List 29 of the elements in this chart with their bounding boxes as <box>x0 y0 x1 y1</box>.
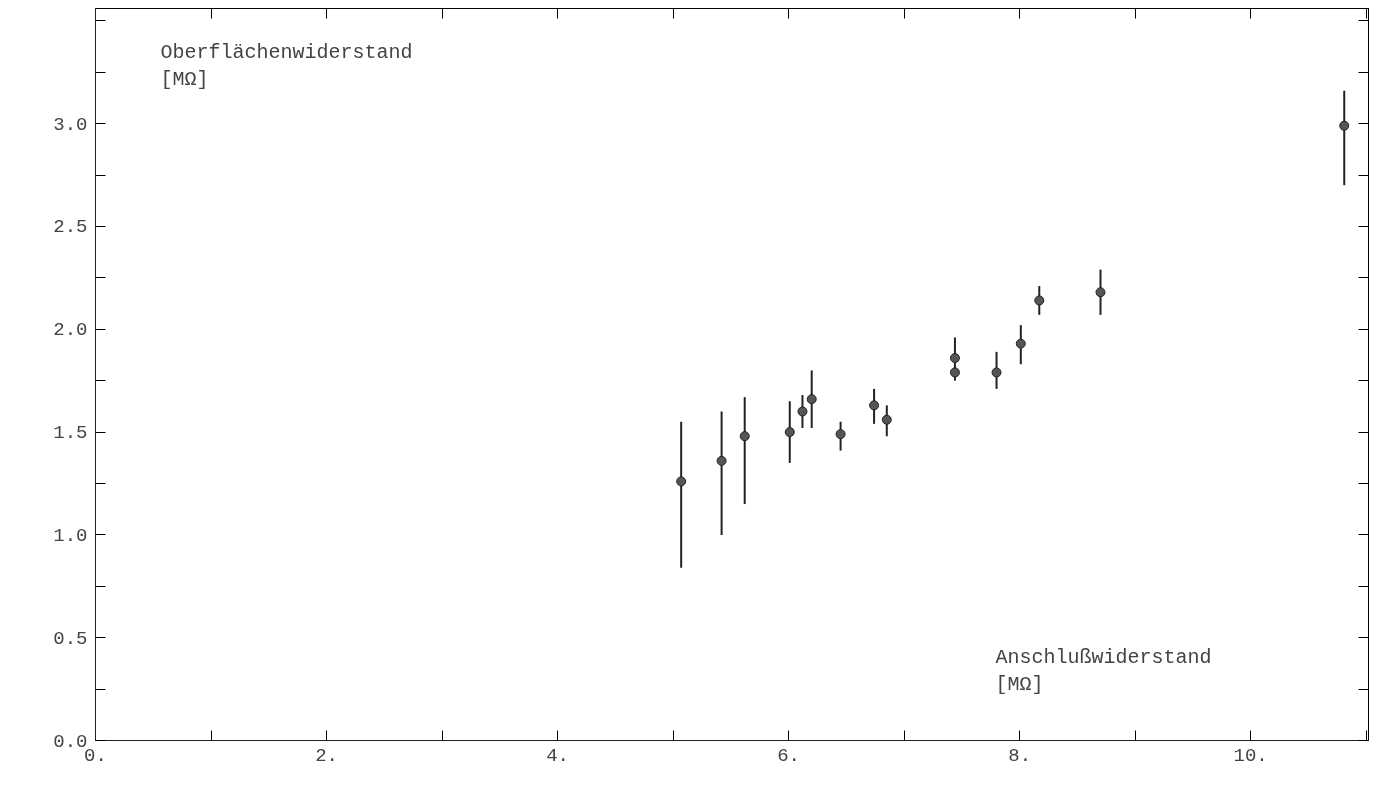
x-tick-label: 10. <box>1233 744 1268 767</box>
point <box>806 394 817 405</box>
point <box>1339 120 1350 131</box>
point <box>797 406 808 417</box>
point <box>949 353 960 364</box>
y-tick-label: 0.5 <box>53 627 88 650</box>
point <box>881 414 892 425</box>
y-tick-label: 3.0 <box>53 113 88 136</box>
x-tick-label: 6. <box>777 744 801 767</box>
y-tick-label: 1.0 <box>53 524 88 547</box>
x-axis-title: Anschlußwiderstand [MΩ] <box>995 645 1212 697</box>
point <box>869 400 880 411</box>
y-axis-title: Oberflächenwiderstand [MΩ] <box>160 40 413 92</box>
point <box>784 427 795 438</box>
point <box>1034 295 1045 306</box>
point <box>991 367 1002 378</box>
point <box>676 476 687 487</box>
point <box>949 367 960 378</box>
y-tick-label: 2.5 <box>53 216 88 239</box>
x-tick-label: 4. <box>546 744 569 767</box>
point <box>716 455 727 466</box>
y-tick-label: 1.5 <box>53 422 88 445</box>
point <box>1015 338 1026 349</box>
point <box>1095 287 1106 298</box>
x-tick-label: 8. <box>1008 744 1032 767</box>
point <box>835 429 846 440</box>
point <box>739 431 750 442</box>
x-tick-label: 2. <box>315 744 338 767</box>
y-tick-label: 2.0 <box>53 319 88 342</box>
